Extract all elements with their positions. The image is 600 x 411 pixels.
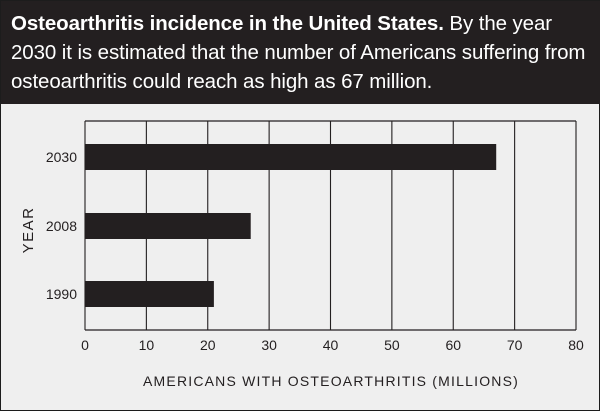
category-label: 2030 bbox=[46, 149, 77, 165]
x-tick-label: 0 bbox=[81, 337, 89, 353]
x-axis-label: AMERICANS WITH OSTEOARTHRITIS (MILLIONS) bbox=[143, 373, 519, 389]
x-tick-label: 80 bbox=[568, 337, 584, 353]
y-axis-label: YEAR bbox=[20, 207, 37, 254]
x-tick-label: 20 bbox=[200, 337, 216, 353]
x-tick-labels: 0 10 20 30 40 50 60 70 80 bbox=[81, 337, 584, 353]
bar bbox=[85, 281, 214, 307]
bar bbox=[85, 213, 251, 239]
x-tick-label: 60 bbox=[445, 337, 461, 353]
caption-text: By the year 2030 it is estimated that th… bbox=[11, 12, 586, 93]
category-label: 2008 bbox=[46, 218, 77, 234]
x-tick-label: 70 bbox=[507, 337, 523, 353]
x-tick-label: 40 bbox=[323, 337, 339, 353]
bar bbox=[85, 144, 497, 170]
category-label: 1990 bbox=[46, 286, 77, 302]
x-tick-label: 10 bbox=[139, 337, 155, 353]
bars bbox=[85, 144, 497, 307]
x-tick-label: 30 bbox=[261, 337, 277, 353]
x-tick-label: 50 bbox=[384, 337, 400, 353]
caption-bold: Osteoarthritis incidence in the United S… bbox=[11, 12, 444, 35]
caption-header: Osteoarthritis incidence in the United S… bbox=[1, 1, 600, 104]
category-labels: 2030 2008 1990 bbox=[46, 149, 77, 302]
